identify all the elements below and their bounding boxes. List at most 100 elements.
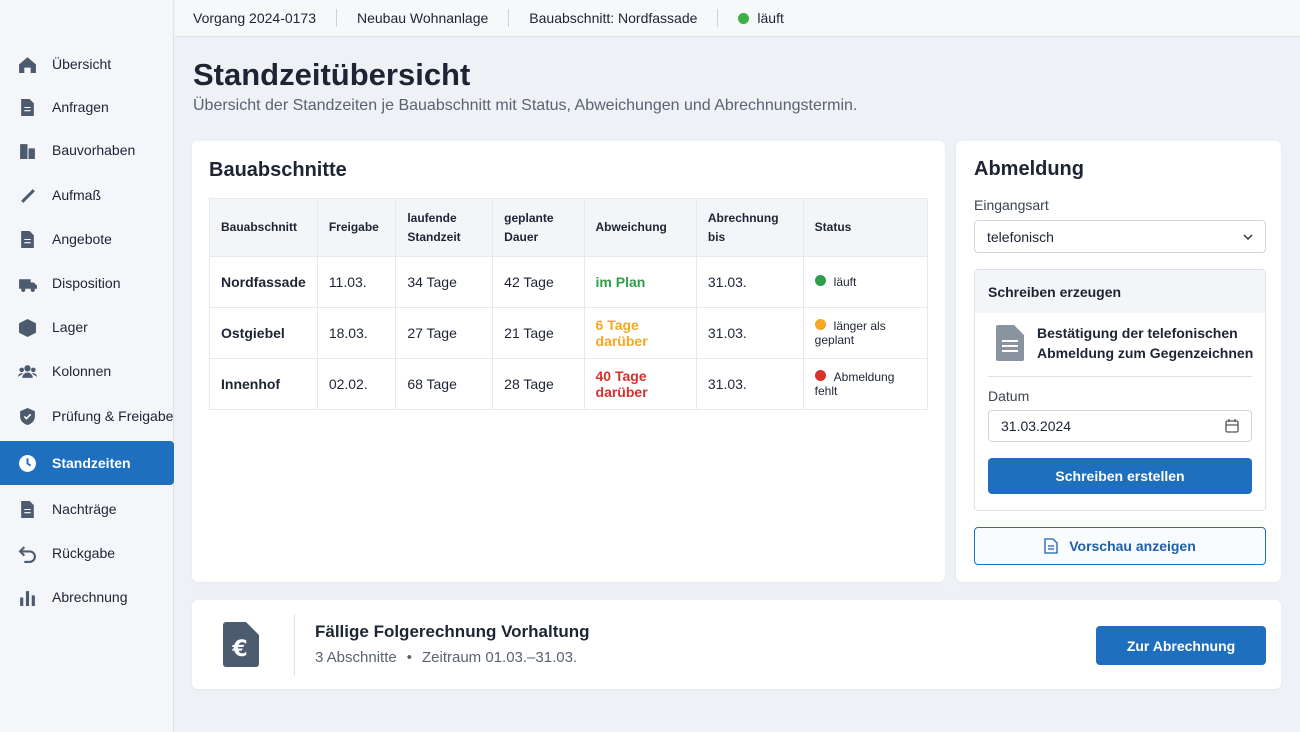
table-cell: Nordfassade [209, 256, 318, 308]
nav-icon [19, 278, 37, 292]
table-cell: 31.03. [695, 307, 804, 359]
nav-item[interactable]: Kolonnen [0, 349, 174, 393]
cell-text: 6 Tage darüber [595, 317, 648, 349]
table-cell: 40 Tage darüber [583, 358, 697, 410]
cell-text: 21 Tage [504, 325, 554, 341]
cell-text: 68 Tage [407, 376, 457, 392]
table-row: Ostgiebel 18.03. 27 Tage 21 Tage 6 Tage darü… [209, 307, 929, 359]
status-text: länger als geplant [814, 319, 886, 347]
cell-text: 40 Tage darüber [595, 368, 648, 400]
table-cell: im Plan [583, 256, 697, 308]
nav-label: Angebote [52, 231, 112, 247]
nav-label: Anfragen [52, 99, 109, 115]
table-cell: 11.03. [316, 256, 397, 308]
table-cell: 34 Tage [395, 256, 494, 308]
status-dot [814, 319, 826, 330]
nav-icon [19, 318, 36, 337]
calendar-icon [1225, 419, 1239, 433]
create-button[interactable]: Schreiben erstellen [988, 458, 1252, 494]
nav-item[interactable]: Prüfung & Freigabe [0, 394, 174, 438]
cell-text: Innenhof [221, 376, 281, 392]
nav-label: Prüfung & Freigabe [52, 408, 174, 424]
table: Bauabschnitt Freigabe laufende Standzeit ge… [209, 198, 929, 410]
topbar-text: Vorgang 2024-0173 [193, 10, 316, 26]
nav-icon [21, 230, 34, 248]
table-cell: 6 Tage darüber [583, 307, 697, 359]
cell-text: Ostgiebel [221, 325, 285, 341]
cell-text: 42 Tage [504, 274, 554, 290]
column-header: Bauabschnitt [209, 198, 318, 257]
nav-item[interactable]: Abrechnung [0, 575, 174, 619]
nav-item[interactable]: Bauvorhaben [0, 128, 174, 172]
topbar: Vorgang 2024-0173 Neubau Wohnanlage Bauabs… [175, 0, 1300, 37]
table-cell: Ostgiebel [209, 307, 318, 359]
topbar-text: Bauabschnitt: Nordfassade [529, 10, 698, 26]
nav-label: Abrechnung [52, 589, 128, 605]
document-icon [996, 325, 1024, 361]
nav-item[interactable]: Nachträge [0, 487, 174, 531]
nav-icon [20, 407, 35, 425]
table-cell: 31.03. [695, 256, 804, 308]
cell-text: 34 Tage [407, 274, 457, 290]
page-subtitle: Übersicht der Standzeiten je Bauabschnit… [193, 97, 858, 114]
nav-icon [21, 98, 34, 116]
table-cell: 27 Tage [395, 307, 494, 359]
topbar-item: Bauabschnitt: Nordfassade [529, 9, 719, 27]
letter-box: Schreiben erzeugen Bestätigung der telef… [974, 269, 1266, 511]
nav-item[interactable]: Disposition [0, 261, 174, 305]
nav-label: Aufmaß [52, 187, 102, 203]
nav-icon [19, 454, 36, 472]
status-text: Abmeldung fehlt [814, 370, 895, 398]
preview-button[interactable]: Vorschau anzeigen [974, 527, 1266, 565]
topbar-text: läuft [757, 10, 784, 26]
table-title: Bauabschnitte [209, 159, 347, 181]
topbar-text: Neubau Wohnanlage [357, 10, 489, 26]
topbar-item: Vorgang 2024-0173 [193, 9, 337, 27]
nav-item[interactable]: Übersicht [0, 42, 174, 86]
panel-title: Abmeldung [974, 158, 1084, 180]
nav-item[interactable]: Rückgabe [0, 531, 174, 575]
date-value: 31.03.2024 [1001, 418, 1072, 434]
table-cell: länger als geplant [802, 307, 929, 359]
status-text: läuft [833, 275, 857, 289]
status-dot [814, 275, 826, 286]
svg-text:€: € [231, 637, 247, 662]
column-header: geplante Dauer [492, 198, 585, 257]
table-cell: 31.03. [695, 358, 804, 410]
invoice-icon: € [223, 622, 259, 667]
status-dot [814, 370, 826, 381]
box-title: Schreiben erzeugen [975, 270, 1265, 313]
preview-label: Vorschau anzeigen [1069, 538, 1196, 554]
cell-text: 31.03. [707, 274, 747, 290]
sidebar: Übersicht Anfragen Bauvorhaben Aufmaß Angebo… [0, 0, 174, 732]
column-header: Status [802, 198, 929, 257]
cell-text: 31.03. [707, 376, 747, 392]
table-cell: Innenhof [209, 358, 318, 410]
nav-item[interactable]: Anfragen [0, 85, 174, 129]
divider [294, 614, 295, 676]
status-dot [738, 12, 750, 24]
cell-text: 11.03. [328, 274, 367, 290]
nav-label: Standzeiten [52, 455, 131, 471]
nav-item[interactable]: Standzeiten [0, 441, 174, 485]
column-header: laufende Standzeit [395, 198, 494, 257]
nav-item[interactable]: Lager [0, 305, 174, 349]
nav-item[interactable]: Angebote [0, 217, 174, 261]
panel-card: Abmeldung Eingangsart telefonisch Schrei… [956, 141, 1281, 582]
divider [988, 376, 1252, 377]
cell-text: 28 Tage [504, 376, 554, 392]
select-value: telefonisch [987, 228, 1054, 245]
nav-icon [20, 143, 35, 159]
nav-item[interactable]: Aufmaß [0, 173, 174, 217]
select[interactable]: telefonisch [974, 220, 1266, 253]
topbar-item: Neubau Wohnanlage [357, 9, 510, 27]
nav-label: Disposition [52, 275, 121, 291]
field-label: Datum [988, 388, 1030, 404]
date-input[interactable]: 31.03.2024 [988, 410, 1252, 442]
billing-button[interactable]: Zur Abrechnung [1096, 626, 1266, 665]
nav-icon [21, 500, 34, 518]
billing-meta: 3 Abschnitte • Zeitraum 01.03.–31.03. [315, 649, 577, 666]
table-cell: 28 Tage [492, 358, 585, 410]
table-cell: 02.02. [316, 358, 397, 410]
